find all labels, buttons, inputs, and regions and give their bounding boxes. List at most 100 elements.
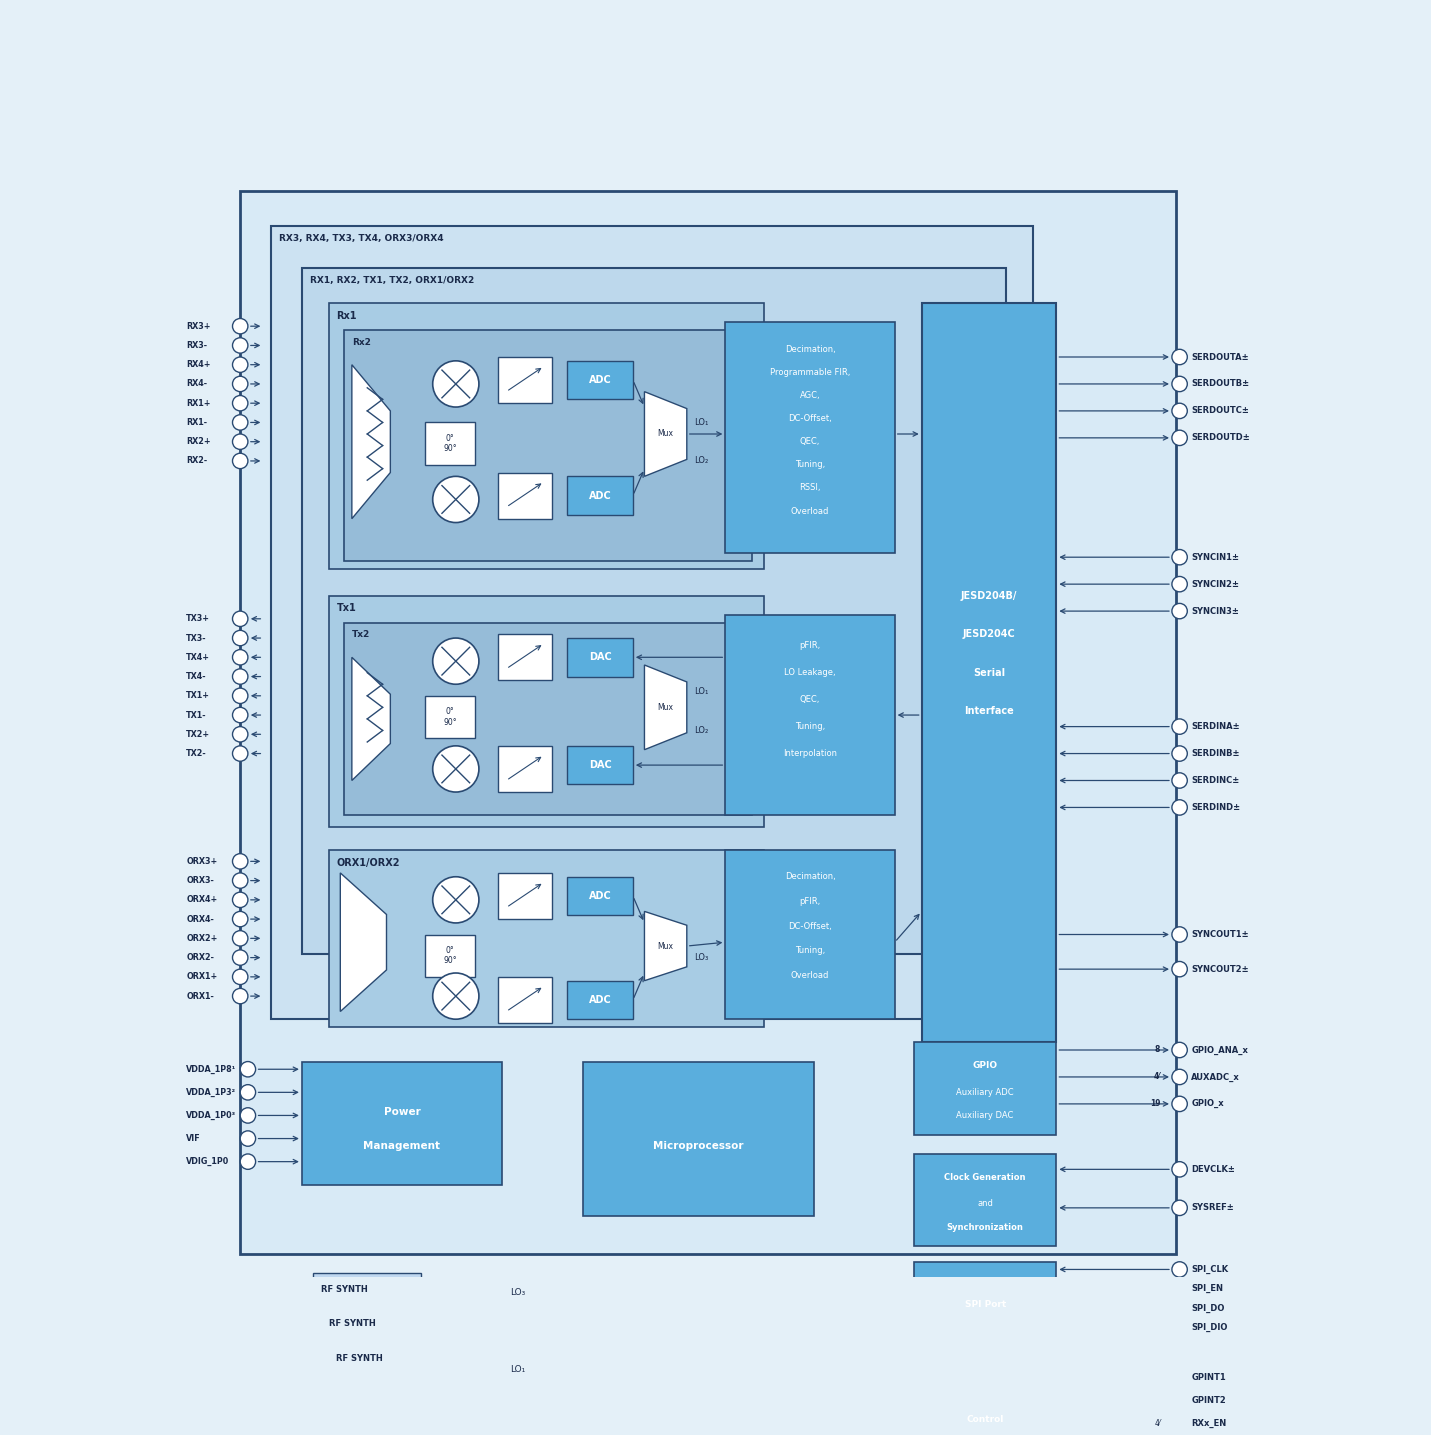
Text: 0°
90°: 0° 90°	[444, 707, 456, 726]
Text: SYNCOUT2±: SYNCOUT2±	[1191, 964, 1249, 974]
Bar	[914, 1154, 1056, 1247]
Text: Programmable FIR,: Programmable FIR,	[770, 367, 850, 377]
Text: pFIR,: pFIR,	[800, 641, 820, 650]
Circle shape	[232, 893, 248, 907]
Circle shape	[1172, 1069, 1188, 1085]
Text: SYSREF±: SYSREF±	[1191, 1204, 1234, 1213]
Polygon shape	[352, 657, 391, 781]
Text: ADC: ADC	[588, 994, 611, 1004]
Text: DAC: DAC	[588, 653, 611, 663]
Circle shape	[1172, 1042, 1188, 1058]
Circle shape	[432, 973, 479, 1019]
Text: RX3-: RX3-	[186, 342, 207, 350]
Circle shape	[1172, 1162, 1188, 1177]
Text: GPINT1: GPINT1	[1191, 1373, 1226, 1382]
Circle shape	[432, 639, 479, 684]
Text: SPI_DIO: SPI_DIO	[1191, 1323, 1228, 1332]
Text: LO₁: LO₁	[509, 1365, 525, 1375]
Text: Serial: Serial	[973, 667, 1005, 677]
Circle shape	[232, 669, 248, 684]
Text: SERDINA±: SERDINA±	[1191, 722, 1239, 730]
Circle shape	[232, 433, 248, 449]
Bar	[329, 596, 764, 827]
Circle shape	[232, 872, 248, 888]
Circle shape	[232, 689, 248, 703]
Bar	[270, 227, 1033, 1019]
Circle shape	[1172, 376, 1188, 392]
Text: SYNCIN2±: SYNCIN2±	[1191, 580, 1239, 588]
Circle shape	[1172, 1300, 1188, 1316]
Circle shape	[432, 476, 479, 522]
Circle shape	[232, 630, 248, 646]
Text: LO₁: LO₁	[694, 418, 708, 428]
Text: Tuning,: Tuning,	[794, 722, 826, 730]
Text: ADC: ADC	[588, 375, 611, 385]
Text: TX4+: TX4+	[186, 653, 210, 662]
Text: Power: Power	[384, 1106, 421, 1116]
Circle shape	[432, 877, 479, 923]
Bar	[425, 422, 475, 465]
Circle shape	[232, 319, 248, 334]
Text: TX1-: TX1-	[186, 710, 207, 719]
Circle shape	[240, 1154, 256, 1170]
Text: Rx1: Rx1	[336, 311, 356, 321]
Circle shape	[232, 969, 248, 984]
Circle shape	[1172, 603, 1188, 618]
Text: SERDOUTC±: SERDOUTC±	[1191, 406, 1249, 415]
Bar	[568, 980, 633, 1019]
Bar	[302, 1062, 502, 1185]
Circle shape	[240, 1108, 256, 1124]
Text: 8: 8	[1155, 1046, 1161, 1055]
Text: Tuning,: Tuning,	[794, 946, 826, 956]
Text: RX1+: RX1+	[186, 399, 210, 408]
Text: Tx1: Tx1	[336, 603, 356, 613]
Text: GPIO_x: GPIO_x	[1191, 1099, 1224, 1108]
Text: Auxiliary ADC: Auxiliary ADC	[956, 1088, 1015, 1096]
Bar	[329, 1343, 436, 1389]
Circle shape	[1172, 746, 1188, 761]
Text: RX2-: RX2-	[186, 456, 207, 465]
Polygon shape	[644, 664, 687, 749]
Text: SERDOUTB±: SERDOUTB±	[1191, 379, 1249, 389]
Text: 0°
90°: 0° 90°	[444, 433, 456, 453]
Bar	[568, 476, 633, 515]
Bar	[914, 1369, 1056, 1435]
Bar	[329, 850, 764, 1027]
Circle shape	[232, 650, 248, 664]
Text: Mux: Mux	[658, 429, 674, 439]
Circle shape	[240, 1062, 256, 1076]
Polygon shape	[644, 392, 687, 476]
Bar	[498, 357, 552, 403]
Text: DC-Offset,: DC-Offset,	[788, 921, 831, 930]
Text: RX2+: RX2+	[186, 438, 210, 446]
Text: JESD204C: JESD204C	[963, 629, 1016, 639]
Text: LO₃: LO₃	[509, 1289, 525, 1297]
Text: Synchronization: Synchronization	[947, 1223, 1023, 1231]
Bar	[240, 191, 1176, 1254]
Text: pFIR,: pFIR,	[800, 897, 820, 905]
Circle shape	[232, 337, 248, 353]
Bar	[498, 472, 552, 518]
Text: 4⁄: 4⁄	[1155, 1419, 1161, 1428]
Text: RF SYNTH: RF SYNTH	[329, 1320, 375, 1329]
Bar	[726, 850, 894, 1019]
Text: Auxiliary DAC: Auxiliary DAC	[956, 1111, 1015, 1119]
Text: RX3, RX4, TX3, TX4, ORX3/ORX4: RX3, RX4, TX3, TX4, ORX3/ORX4	[279, 234, 444, 243]
Bar	[914, 1261, 1056, 1339]
Text: Overload: Overload	[791, 507, 829, 515]
Polygon shape	[341, 872, 386, 1012]
Circle shape	[1172, 1281, 1188, 1296]
Circle shape	[1172, 961, 1188, 977]
Bar	[726, 323, 894, 554]
Text: RX4+: RX4+	[186, 360, 210, 369]
Text: SPI_EN: SPI_EN	[1191, 1284, 1224, 1293]
Text: SERDINB±: SERDINB±	[1191, 749, 1239, 758]
Text: VDDA_1P8¹: VDDA_1P8¹	[186, 1065, 236, 1073]
Text: LO₁: LO₁	[694, 687, 708, 696]
Bar	[425, 696, 475, 738]
Text: Mux: Mux	[658, 941, 674, 950]
Polygon shape	[352, 364, 391, 518]
Text: GPINT2: GPINT2	[1191, 1396, 1226, 1405]
Text: ORX4-: ORX4-	[186, 914, 215, 924]
Circle shape	[1172, 430, 1188, 445]
